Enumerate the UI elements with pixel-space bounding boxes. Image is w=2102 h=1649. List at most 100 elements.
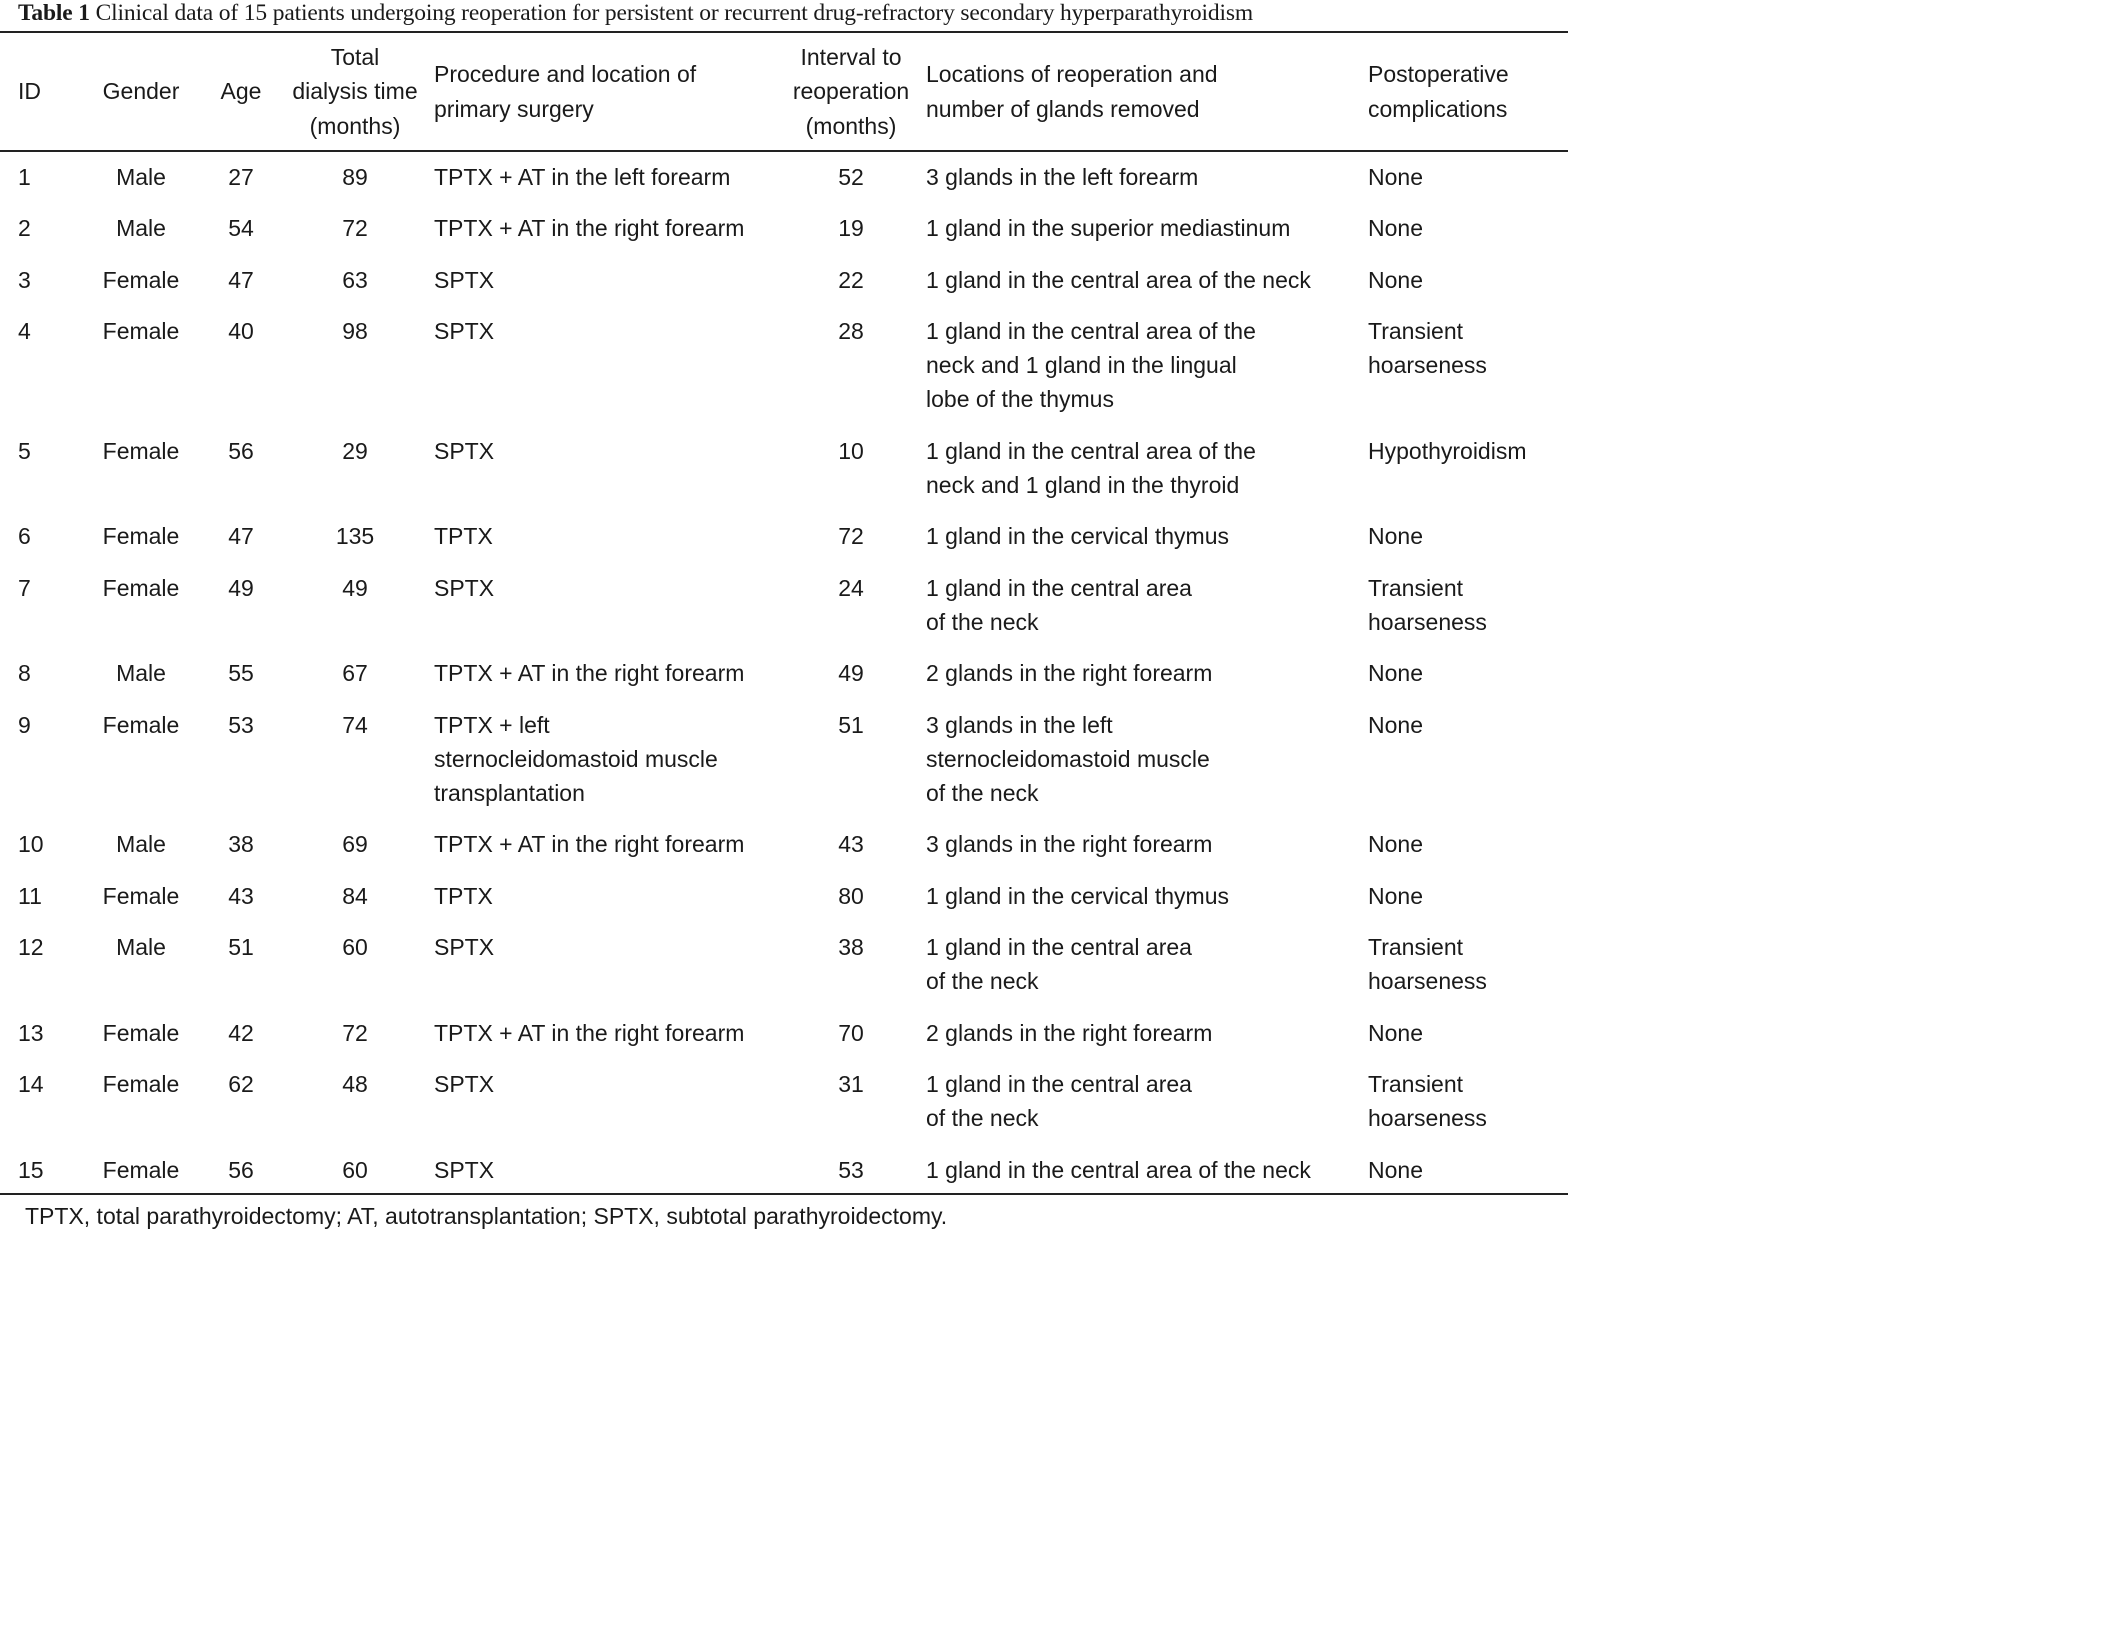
cell-gender: Female bbox=[102, 266, 180, 293]
cell-reoperation-locations: 2 glands in the right forearm bbox=[926, 660, 1213, 687]
cell-primary-surgery: TPTX bbox=[434, 882, 493, 909]
cell-primary-surgery: SPTX bbox=[434, 437, 495, 464]
cell-reoperation-locations: 3 glands in the left forearm bbox=[926, 164, 1199, 190]
cell-id: 9 bbox=[18, 711, 31, 738]
cell-interval-to-reoperation: 10 bbox=[838, 437, 864, 464]
cell-gender: Female bbox=[102, 882, 180, 909]
clinical-data-table: ID Gender Age Total dialysis time (months) P… bbox=[0, 33, 1568, 1187]
cell-interval-to-reoperation: 80 bbox=[838, 882, 864, 909]
cell-postoperative-complications: None bbox=[1368, 523, 1423, 550]
cell-total-dialysis-time: 67 bbox=[342, 660, 368, 687]
table-row: 14 Female 62 48 SPTX 31 1 gland in the central… bbox=[0, 1067, 1568, 1153]
cell-id: 6 bbox=[18, 523, 31, 550]
cell-reoperation-locations: 3 glands in the right forearm bbox=[926, 831, 1213, 858]
cell-gender: Female bbox=[102, 574, 180, 601]
cell-gender: Female bbox=[102, 1019, 180, 1046]
cell-age: 27 bbox=[228, 164, 254, 190]
table-header-rule bbox=[0, 150, 1568, 152]
cell-postoperative-complications: None bbox=[1368, 831, 1423, 858]
cell-id: 7 bbox=[18, 574, 31, 601]
column-header-primary-surgery: Procedure and location of primary surger… bbox=[434, 61, 697, 122]
cell-age: 54 bbox=[228, 215, 254, 242]
cell-total-dialysis-time: 29 bbox=[342, 437, 368, 464]
table-header: ID Gender Age Total dialysis time (months) P… bbox=[0, 33, 1568, 150]
cell-gender: Female bbox=[102, 437, 180, 464]
cell-primary-surgery: TPTX + left sternocleidomastoid muscle t… bbox=[434, 711, 718, 807]
cell-gender: Male bbox=[116, 215, 166, 242]
cell-interval-to-reoperation: 22 bbox=[838, 266, 864, 293]
cell-interval-to-reoperation: 38 bbox=[838, 934, 864, 961]
cell-age: 40 bbox=[228, 317, 254, 344]
table-row: 3 Female 47 63 SPTX 22 1 gland in the central … bbox=[0, 263, 1568, 314]
cell-interval-to-reoperation: 72 bbox=[838, 523, 864, 550]
cell-reoperation-locations: 1 gland in the cervical thymus bbox=[926, 523, 1229, 550]
cell-primary-surgery: SPTX bbox=[434, 934, 495, 961]
cell-postoperative-complications: Transient hoarseness bbox=[1368, 317, 1487, 379]
cell-postoperative-complications: Transient hoarseness bbox=[1368, 934, 1487, 995]
cell-reoperation-locations: 1 gland in the central area of the neck bbox=[926, 934, 1192, 995]
cell-total-dialysis-time: 72 bbox=[342, 215, 368, 242]
cell-reoperation-locations: 1 gland in the superior mediastinum bbox=[926, 215, 1291, 242]
cell-id: 2 bbox=[18, 215, 31, 242]
cell-gender: Female bbox=[102, 317, 180, 344]
cell-age: 62 bbox=[228, 1070, 254, 1097]
cell-reoperation-locations: 1 gland in the central area of the neck bbox=[926, 574, 1192, 635]
cell-age: 47 bbox=[228, 523, 254, 550]
column-header-reoperation-locations: Locations of reoperation and number of g… bbox=[926, 61, 1218, 122]
cell-total-dialysis-time: 74 bbox=[342, 711, 368, 738]
cell-id: 11 bbox=[18, 882, 42, 909]
cell-postoperative-complications: None bbox=[1368, 1156, 1423, 1183]
table-row: 5 Female 56 29 SPTX 10 1 gland in the central … bbox=[0, 434, 1568, 520]
cell-age: 42 bbox=[228, 1019, 254, 1046]
cell-age: 56 bbox=[228, 437, 254, 464]
table-row: 4 Female 40 98 SPTX 28 1 gland in the central … bbox=[0, 314, 1568, 434]
cell-gender: Male bbox=[116, 831, 166, 858]
table-row: 2 Male 54 72 TPTX + AT in the right forearm 1… bbox=[0, 211, 1568, 262]
table-row: 10 Male 38 69 TPTX + AT in the right forearm… bbox=[0, 827, 1568, 878]
table-row: 11 Female 43 84 TPTX 80 1 gland in the cervica… bbox=[0, 879, 1568, 930]
cell-id: 4 bbox=[18, 317, 31, 344]
cell-interval-to-reoperation: 70 bbox=[838, 1019, 864, 1046]
cell-postoperative-complications: Transient hoarseness bbox=[1368, 1070, 1487, 1132]
cell-reoperation-locations: 1 gland in the central area of the neck … bbox=[926, 317, 1256, 413]
cell-postoperative-complications: None bbox=[1368, 882, 1423, 909]
cell-id: 13 bbox=[18, 1019, 44, 1046]
cell-total-dialysis-time: 63 bbox=[342, 266, 368, 293]
cell-postoperative-complications: None bbox=[1368, 164, 1423, 190]
cell-age: 43 bbox=[228, 882, 254, 909]
cell-age: 53 bbox=[228, 711, 254, 738]
cell-id: 3 bbox=[18, 266, 31, 293]
cell-age: 47 bbox=[228, 266, 254, 293]
cell-reoperation-locations: 3 glands in the left sternocleidomastoid… bbox=[926, 711, 1210, 807]
cell-age: 51 bbox=[228, 934, 254, 961]
cell-primary-surgery: SPTX bbox=[434, 1070, 495, 1097]
header-row: ID Gender Age Total dialysis time (months) P… bbox=[0, 33, 1568, 150]
cell-primary-surgery: SPTX bbox=[434, 317, 495, 344]
cell-interval-to-reoperation: 49 bbox=[838, 660, 864, 687]
cell-postoperative-complications: None bbox=[1368, 215, 1423, 242]
cell-reoperation-locations: 1 gland in the central area of the neck bbox=[926, 1070, 1192, 1132]
column-header-gender: Gender bbox=[102, 78, 180, 105]
cell-reoperation-locations: 1 gland in the cervical thymus bbox=[926, 882, 1229, 909]
cell-gender: Female bbox=[102, 523, 180, 550]
cell-gender: Male bbox=[116, 164, 166, 190]
cell-interval-to-reoperation: 53 bbox=[838, 1156, 864, 1183]
cell-total-dialysis-time: 98 bbox=[342, 317, 368, 344]
cell-age: 56 bbox=[228, 1156, 254, 1183]
cell-reoperation-locations: 1 gland in the central area of the neck … bbox=[926, 437, 1256, 499]
column-header-total-dialysis-time: Total dialysis time (months) bbox=[292, 44, 418, 139]
cell-id: 10 bbox=[18, 831, 44, 858]
cell-primary-surgery: TPTX + AT in the right forearm bbox=[434, 831, 745, 858]
cell-interval-to-reoperation: 43 bbox=[838, 831, 864, 858]
cell-primary-surgery: SPTX bbox=[434, 1156, 495, 1183]
cell-total-dialysis-time: 49 bbox=[342, 574, 368, 601]
cell-total-dialysis-time: 89 bbox=[342, 164, 368, 190]
cell-id: 15 bbox=[18, 1156, 44, 1183]
table-row: 12 Male 51 60 SPTX 38 1 gland in the central a… bbox=[0, 930, 1568, 1016]
cell-total-dialysis-time: 72 bbox=[342, 1019, 368, 1046]
table-row: 6 Female 47 135 TPTX 72 1 gland in the cervica… bbox=[0, 519, 1568, 570]
cell-interval-to-reoperation: 24 bbox=[838, 574, 864, 601]
cell-postoperative-complications: None bbox=[1368, 711, 1423, 738]
cell-primary-surgery: TPTX + AT in the right forearm bbox=[434, 660, 745, 687]
cell-primary-surgery: SPTX bbox=[434, 266, 495, 293]
